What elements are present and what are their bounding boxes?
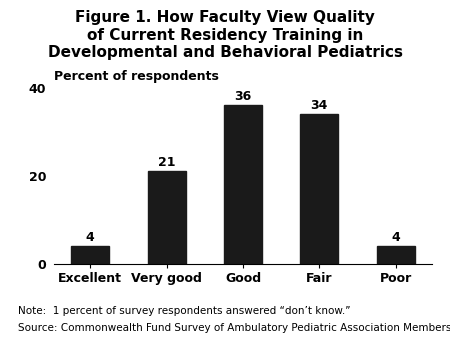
Text: 34: 34 bbox=[310, 99, 328, 112]
Text: 4: 4 bbox=[86, 231, 94, 244]
Text: Note:  1 percent of survey respondents answered “don’t know.”: Note: 1 percent of survey respondents an… bbox=[18, 306, 351, 316]
Text: Source: Commonwealth Fund Survey of Ambulatory Pediatric Association Members, 20: Source: Commonwealth Fund Survey of Ambu… bbox=[18, 323, 450, 333]
Text: 4: 4 bbox=[392, 231, 400, 244]
Text: Figure 1. How Faculty View Quality
of Current Residency Training in
Developmenta: Figure 1. How Faculty View Quality of Cu… bbox=[48, 10, 402, 60]
Bar bbox=[224, 105, 262, 264]
Bar bbox=[300, 114, 338, 264]
Text: Percent of respondents: Percent of respondents bbox=[54, 70, 219, 83]
Text: 36: 36 bbox=[234, 90, 252, 103]
Text: 21: 21 bbox=[158, 156, 176, 169]
Bar bbox=[148, 171, 186, 264]
Bar bbox=[377, 246, 415, 264]
Bar bbox=[71, 246, 109, 264]
